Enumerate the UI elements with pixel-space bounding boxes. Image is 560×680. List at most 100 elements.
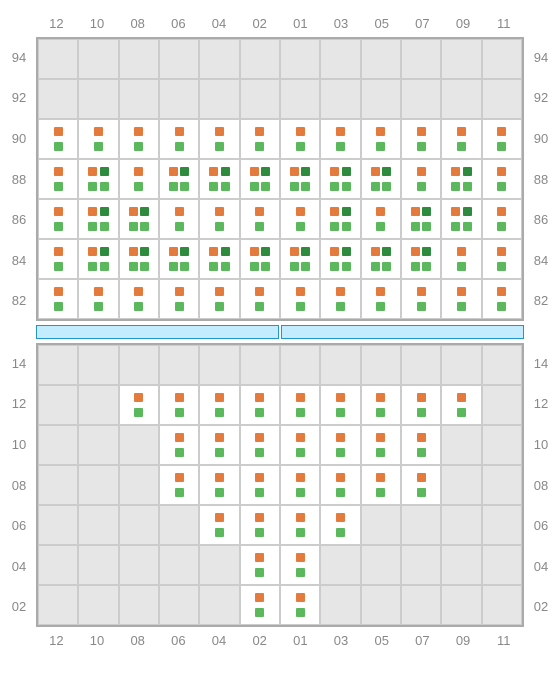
seat-cell[interactable]: [240, 505, 280, 545]
seat-cell[interactable]: [320, 119, 360, 159]
column-label: 03: [321, 16, 362, 31]
seat-cell[interactable]: [361, 239, 401, 279]
seat-cell[interactable]: [482, 199, 522, 239]
seat-cell[interactable]: [159, 239, 199, 279]
seat-cell[interactable]: [361, 425, 401, 465]
seat-cell[interactable]: [199, 425, 239, 465]
seat-cell[interactable]: [441, 385, 481, 425]
seat-cell[interactable]: [119, 119, 159, 159]
seat-cell[interactable]: [119, 385, 159, 425]
seat-cell[interactable]: [361, 385, 401, 425]
seat-cell[interactable]: [320, 239, 360, 279]
seat-cell[interactable]: [280, 465, 320, 505]
seat-cell[interactable]: [401, 199, 441, 239]
seat-cell[interactable]: [78, 199, 118, 239]
seat-cell[interactable]: [199, 465, 239, 505]
seat-cell[interactable]: [199, 119, 239, 159]
seat-cell[interactable]: [240, 425, 280, 465]
seat-cell[interactable]: [361, 279, 401, 319]
seat-cell[interactable]: [401, 119, 441, 159]
seat-cell[interactable]: [78, 279, 118, 319]
seat-cell[interactable]: [78, 159, 118, 199]
seat-cell[interactable]: [159, 279, 199, 319]
seat-cell[interactable]: [38, 159, 78, 199]
seat-cell[interactable]: [159, 159, 199, 199]
empty-cell: [401, 39, 441, 79]
seat-cell[interactable]: [441, 239, 481, 279]
empty-cell: [38, 425, 78, 465]
seat-cell[interactable]: [159, 425, 199, 465]
seat-cell[interactable]: [119, 159, 159, 199]
seat-cell[interactable]: [240, 585, 280, 625]
seat-cell[interactable]: [159, 119, 199, 159]
seat-cell[interactable]: [482, 119, 522, 159]
seat-cell[interactable]: [240, 545, 280, 585]
column-label: 04: [199, 633, 240, 648]
seat-cell[interactable]: [280, 279, 320, 319]
seat-cell[interactable]: [199, 199, 239, 239]
seat-cell[interactable]: [441, 279, 481, 319]
seat-marker: [209, 167, 218, 176]
seat-cell[interactable]: [199, 239, 239, 279]
seat-cell[interactable]: [320, 199, 360, 239]
seat-cell[interactable]: [159, 385, 199, 425]
seat-cell[interactable]: [78, 119, 118, 159]
seat-cell[interactable]: [240, 385, 280, 425]
seat-cell[interactable]: [199, 385, 239, 425]
seat-cell[interactable]: [240, 199, 280, 239]
seat-cell[interactable]: [38, 199, 78, 239]
seat-cell[interactable]: [401, 239, 441, 279]
seat-cell[interactable]: [401, 385, 441, 425]
seat-cell[interactable]: [119, 239, 159, 279]
seat-cell[interactable]: [361, 159, 401, 199]
column-label: 11: [483, 16, 524, 31]
seat-cell[interactable]: [199, 279, 239, 319]
seat-marker: [376, 488, 385, 497]
seat-cell[interactable]: [280, 545, 320, 585]
seat-cell[interactable]: [361, 119, 401, 159]
seat-cell[interactable]: [280, 119, 320, 159]
seat-cell[interactable]: [240, 159, 280, 199]
seat-cell[interactable]: [280, 159, 320, 199]
seat-cell[interactable]: [280, 239, 320, 279]
seat-cell[interactable]: [240, 465, 280, 505]
seat-marker: [255, 528, 264, 537]
seat-cell[interactable]: [280, 425, 320, 465]
seat-cell[interactable]: [361, 465, 401, 505]
seat-marker: [175, 207, 184, 216]
seat-cell[interactable]: [119, 199, 159, 239]
seat-cell[interactable]: [320, 465, 360, 505]
seat-cell[interactable]: [240, 279, 280, 319]
seat-cell[interactable]: [78, 239, 118, 279]
seat-cell[interactable]: [280, 585, 320, 625]
seat-cell[interactable]: [482, 239, 522, 279]
seat-cell[interactable]: [441, 159, 481, 199]
seat-cell[interactable]: [320, 279, 360, 319]
seat-cell[interactable]: [199, 159, 239, 199]
seat-cell[interactable]: [320, 505, 360, 545]
seat-cell[interactable]: [240, 239, 280, 279]
seat-cell[interactable]: [401, 465, 441, 505]
seat-cell[interactable]: [482, 159, 522, 199]
seat-cell[interactable]: [482, 279, 522, 319]
seat-cell[interactable]: [240, 119, 280, 159]
seat-cell[interactable]: [320, 425, 360, 465]
seat-cell[interactable]: [361, 199, 401, 239]
seat-cell[interactable]: [401, 425, 441, 465]
seat-cell[interactable]: [320, 159, 360, 199]
seat-cell[interactable]: [119, 279, 159, 319]
seat-cell[interactable]: [320, 385, 360, 425]
seat-cell[interactable]: [401, 159, 441, 199]
seat-cell[interactable]: [401, 279, 441, 319]
seat-cell[interactable]: [280, 199, 320, 239]
seat-cell[interactable]: [159, 465, 199, 505]
seat-cell[interactable]: [441, 199, 481, 239]
seat-cell[interactable]: [159, 199, 199, 239]
seat-cell[interactable]: [280, 505, 320, 545]
seat-cell[interactable]: [38, 239, 78, 279]
seat-cell[interactable]: [38, 279, 78, 319]
seat-cell[interactable]: [441, 119, 481, 159]
seat-cell[interactable]: [280, 385, 320, 425]
seat-cell[interactable]: [38, 119, 78, 159]
seat-cell[interactable]: [199, 505, 239, 545]
